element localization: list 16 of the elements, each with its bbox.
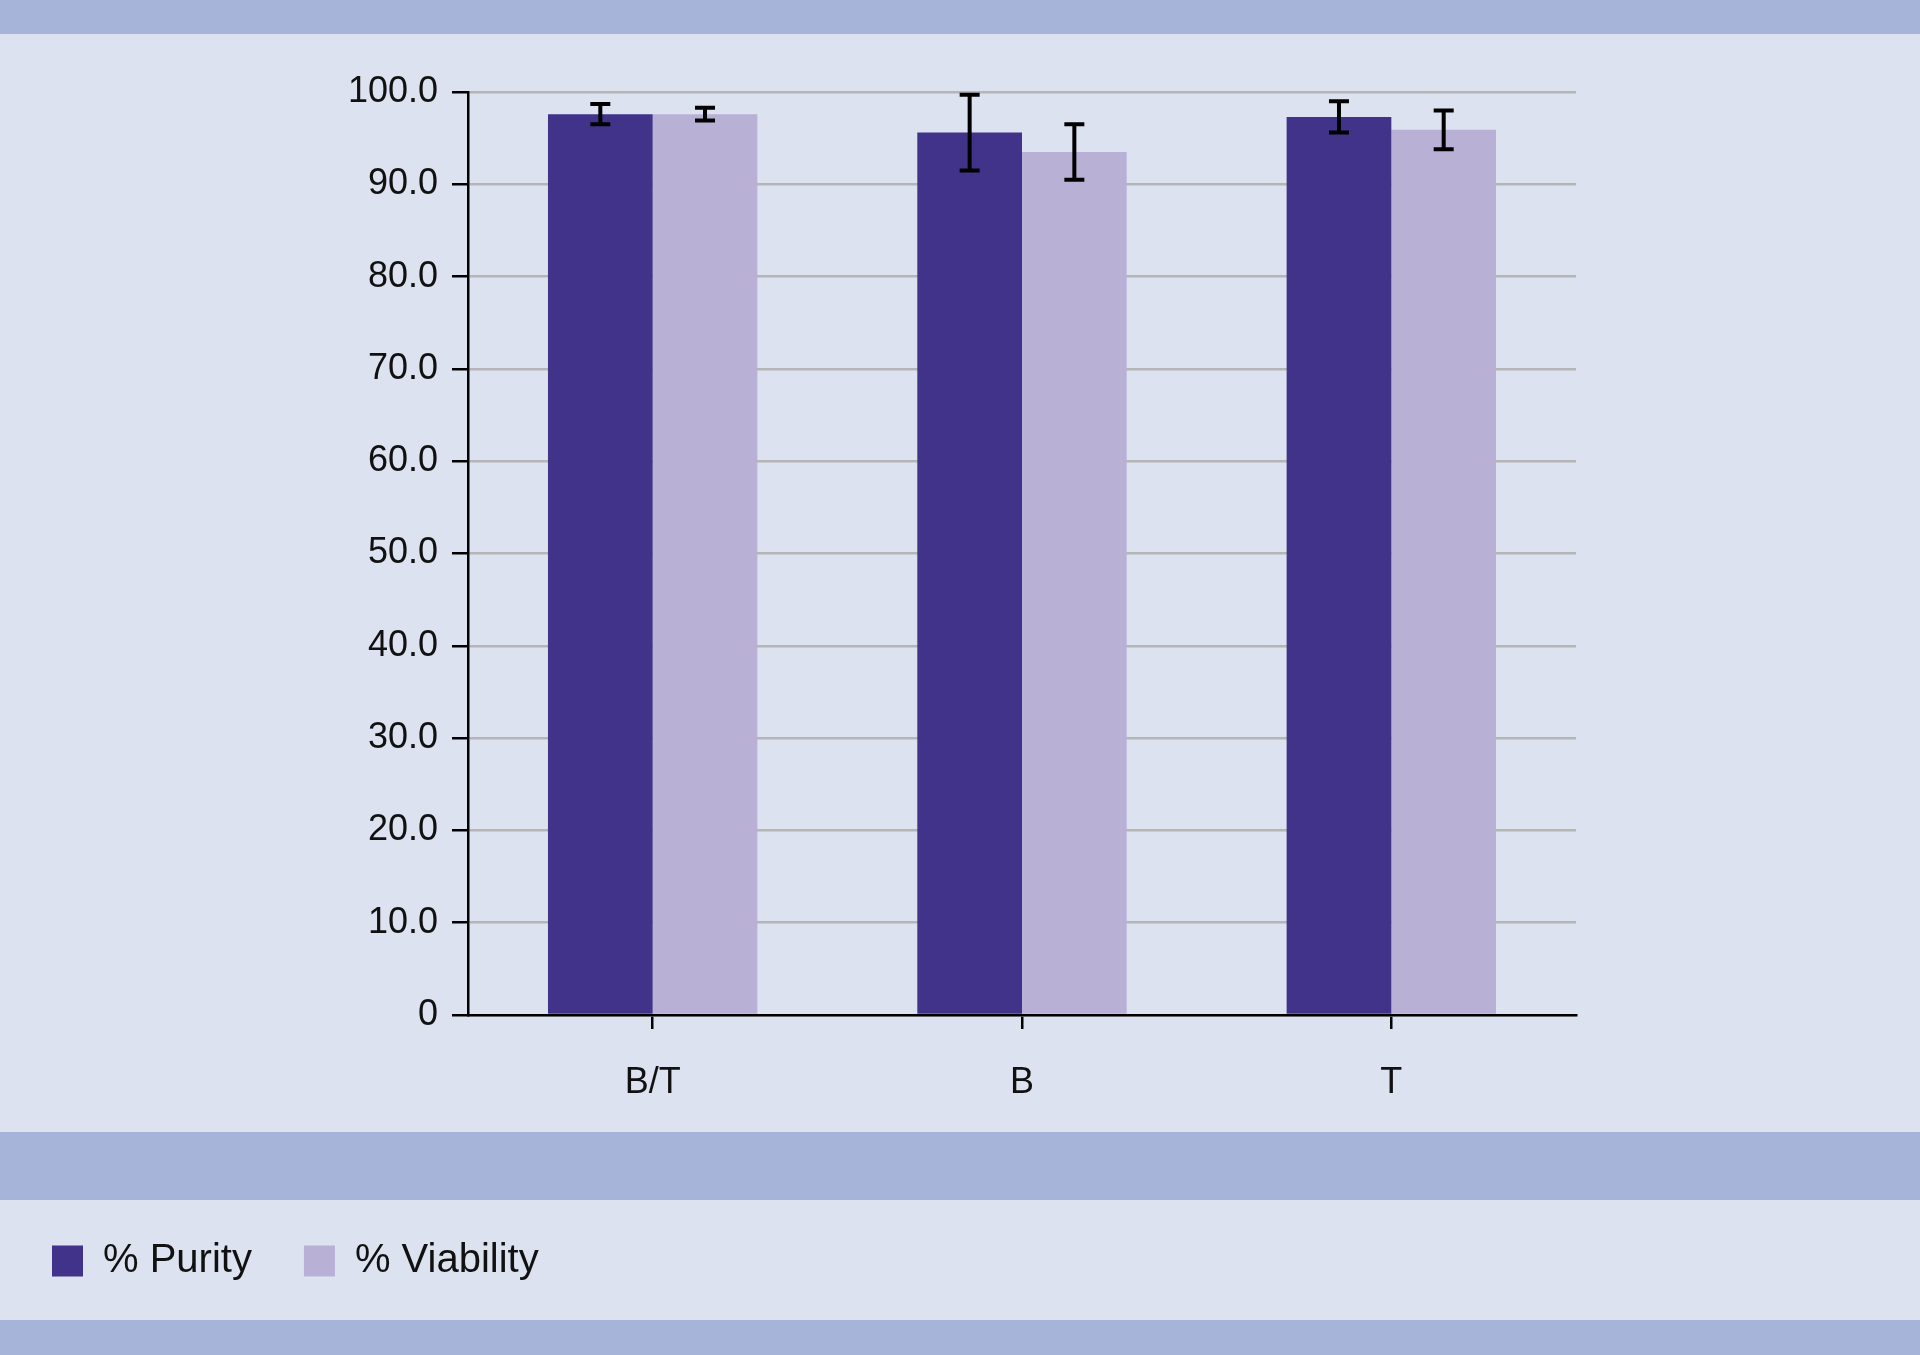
- y-tick-label: 60.0: [367, 438, 438, 480]
- x-tick-label: T: [1380, 1059, 1403, 1101]
- y-tick-label: 20.0: [367, 807, 438, 849]
- y-tick-label: 50.0: [367, 530, 438, 572]
- legend-label: % Purity: [103, 1236, 252, 1281]
- y-tick-label: 100.0: [347, 68, 438, 110]
- legend-label: % Viability: [354, 1236, 539, 1281]
- y-tick-label: 40.0: [367, 622, 438, 664]
- x-tick-label: B: [1009, 1059, 1035, 1101]
- y-tick-label: 90.0: [367, 161, 438, 203]
- y-tick-label: 0: [417, 991, 438, 1033]
- y-tick-label: 30.0: [367, 715, 438, 757]
- x-tick-label: B/T: [624, 1059, 681, 1101]
- y-tick-label: 10.0: [367, 899, 438, 941]
- y-tick-label: 70.0: [367, 345, 438, 387]
- y-tick-label: 80.0: [367, 253, 438, 295]
